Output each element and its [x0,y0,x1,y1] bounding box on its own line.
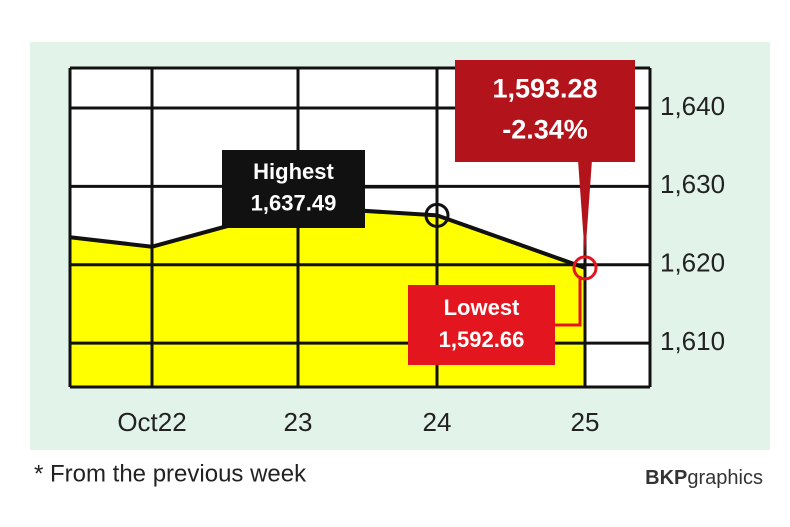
marker [572,255,598,281]
x-tick-label: 23 [284,407,313,437]
credit: BKPgraphics [645,467,763,489]
connector [555,275,582,327]
annotation-text: -2.34% [502,115,588,145]
footnote: * From the previous week [34,460,307,487]
annotation-text: 1,592.66 [439,327,525,352]
annotation-box [222,150,365,228]
credit-bold: BKP [645,467,687,489]
annotation-text: 1,593.28 [492,74,597,104]
y-tick-label: 1,640 [660,91,725,121]
connector [578,160,592,258]
x-tick-label: 24 [423,407,452,437]
annotation-text: Highest [253,159,334,184]
annotation-text: 1,637.49 [251,190,337,215]
connector [365,185,439,216]
x-tick-label: Oct22 [117,407,186,437]
x-tick-label: 25 [571,407,600,437]
annotation-box [408,285,555,365]
y-tick-label: 1,630 [660,169,725,199]
annotation-box [455,60,635,162]
credit-rest: graphics [687,467,763,489]
marker [424,202,450,228]
y-tick-label: 1,610 [660,326,725,356]
annotation-text: Lowest [444,295,520,320]
y-tick-label: 1,620 [660,248,725,278]
